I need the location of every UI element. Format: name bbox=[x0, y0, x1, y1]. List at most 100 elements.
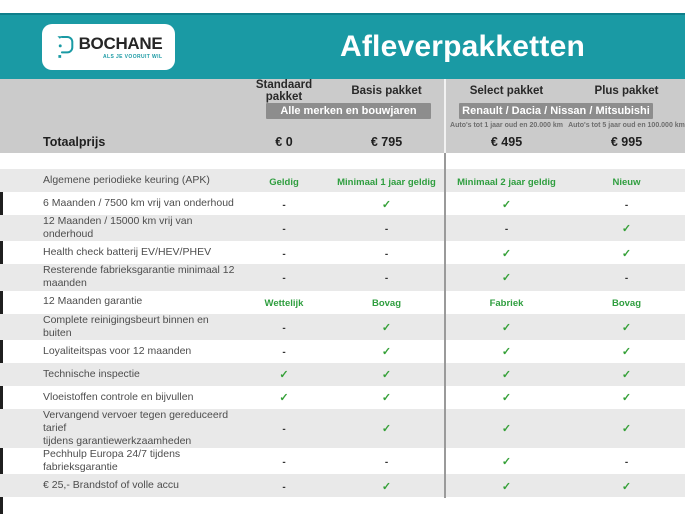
feature-label: Pechhulp Europa 24/7 tijdens fabrieksgar… bbox=[43, 448, 181, 474]
value-cell: ✓ bbox=[568, 388, 685, 406]
check-icon: ✓ bbox=[621, 346, 632, 359]
feature-rows: Algemene periodieke keuring (APK) Geldig M… bbox=[0, 169, 685, 498]
value-cell: ✓ bbox=[568, 244, 685, 262]
value-text: Bovag bbox=[611, 298, 642, 309]
table-row: Resterende fabrieksgarantie minimaal 12 … bbox=[0, 264, 685, 291]
value-cell: ✓ bbox=[445, 388, 568, 406]
feature-label: Technische inspectie bbox=[43, 367, 140, 380]
col-header-standaard-pakket: Standaard pakket bbox=[255, 79, 313, 103]
value-text: Bovag bbox=[371, 298, 402, 309]
value-cell: ✓ bbox=[568, 318, 685, 336]
value-cell: ✓ bbox=[568, 477, 685, 495]
value-cell: ✓ bbox=[328, 419, 445, 437]
value-cell: ✓ bbox=[568, 365, 685, 383]
table-row: Pechhulp Europa 24/7 tijdens fabrieksgar… bbox=[0, 448, 685, 475]
check-icon: ✓ bbox=[501, 392, 512, 405]
check-icon: ✓ bbox=[501, 423, 512, 436]
value-text: Geldig bbox=[269, 176, 299, 188]
dash-mark: - bbox=[384, 224, 389, 236]
value-cell: ✓ bbox=[328, 388, 445, 406]
top-margin-strip bbox=[0, 0, 685, 13]
check-icon: ✓ bbox=[621, 392, 632, 405]
col-header-plus-pakket: Plus pakket bbox=[594, 85, 659, 97]
feature-label: 12 Maanden garantie bbox=[43, 295, 143, 308]
value-cell: ✓ bbox=[445, 419, 568, 437]
feature-label: Resterende fabrieksgarantie minimaal 12 … bbox=[43, 264, 235, 290]
feature-label: Health check batterij EV/HEV/PHEV bbox=[43, 246, 212, 259]
subtitle-select: Auto's tot 1 jaar oud en 20.000 km bbox=[450, 121, 563, 129]
table-row: Vloeistoffen controle en bijvullen ✓ ✓ ✓ ✓ bbox=[0, 385, 685, 409]
group-divider-line-top bbox=[444, 79, 446, 153]
value-cell: ✓ bbox=[328, 342, 445, 360]
check-icon: ✓ bbox=[621, 321, 632, 334]
value-cell: ✓ bbox=[568, 342, 685, 360]
value-cell: - bbox=[240, 342, 328, 360]
dash-mark: - bbox=[384, 273, 389, 285]
check-icon: ✓ bbox=[621, 223, 632, 236]
dash-mark: - bbox=[384, 457, 389, 469]
dash-mark: - bbox=[384, 248, 389, 260]
check-icon: ✓ bbox=[501, 456, 512, 469]
check-icon: ✓ bbox=[279, 369, 289, 382]
table-row: Algemene periodieke keuring (APK) Geldig M… bbox=[0, 169, 685, 192]
value-text: Fabriek bbox=[489, 298, 524, 309]
value-cell: ✓ bbox=[568, 219, 685, 237]
value-cell: Minimaal 2 jaar geldig bbox=[445, 172, 568, 190]
table-row: € 25,- Brandstof of volle accu - ✓ ✓ ✓ bbox=[0, 474, 685, 498]
value-text: Minimaal 1 jaar geldig bbox=[337, 176, 436, 188]
check-icon: ✓ bbox=[381, 198, 392, 211]
value-cell: ✓ bbox=[328, 477, 445, 495]
check-icon: ✓ bbox=[381, 321, 392, 334]
logo-tagline: ALS JE VOORUIT WIL bbox=[102, 53, 163, 60]
check-icon: ✓ bbox=[381, 480, 392, 493]
feature-label: Loyaliteitspas voor 12 maanden bbox=[43, 344, 192, 357]
check-icon: ✓ bbox=[381, 369, 392, 382]
bochane-logo: BOCHANE ALS JE VOORUIT WIL bbox=[42, 24, 175, 70]
value-cell: - bbox=[328, 452, 445, 470]
value-cell: - bbox=[240, 268, 328, 286]
feature-label: 12 Maanden / 15000 km vrij van onderhoud bbox=[43, 215, 193, 241]
dash-mark: - bbox=[282, 224, 286, 236]
value-cell: ✓ bbox=[445, 365, 568, 383]
value-cell: ✓ bbox=[328, 365, 445, 383]
dash-mark: - bbox=[282, 424, 286, 436]
value-cell: - bbox=[568, 268, 685, 286]
check-icon: ✓ bbox=[501, 321, 512, 334]
dash-mark: - bbox=[282, 248, 286, 260]
check-icon: ✓ bbox=[381, 392, 392, 405]
value-cell: ✓ bbox=[328, 318, 445, 336]
value-cell: - bbox=[240, 419, 328, 437]
value-cell: ✓ bbox=[445, 342, 568, 360]
bochane-logo-icon bbox=[57, 36, 73, 58]
value-cell: ✓ bbox=[445, 318, 568, 336]
header-gap bbox=[0, 153, 685, 169]
table-row: 6 Maanden / 7500 km vrij van onderhoud - ✓… bbox=[0, 192, 685, 215]
feature-label: Complete reinigingsbeurt binnen en buite… bbox=[43, 313, 209, 339]
value-cell: ✓ bbox=[240, 365, 328, 383]
value-cell: ✓ bbox=[445, 195, 568, 213]
subtitle-plus: Auto's tot 5 jaar oud en 100.000 km bbox=[568, 121, 685, 129]
value-cell: - bbox=[240, 219, 328, 237]
dash-mark: - bbox=[282, 481, 286, 493]
value-cell: ✓ bbox=[445, 244, 568, 262]
feature-label: Vervangend vervoer tegen gereduceerd tar… bbox=[43, 408, 229, 447]
bottom-filler-row bbox=[0, 497, 685, 514]
brand-name: BOCHANE bbox=[78, 33, 163, 53]
price-plus: € 995 bbox=[610, 135, 643, 149]
page-title: Afleverpakketten bbox=[340, 30, 585, 63]
logo-text: BOCHANE ALS JE VOORUIT WIL bbox=[79, 35, 163, 60]
check-icon: ✓ bbox=[381, 346, 392, 359]
check-icon: ✓ bbox=[381, 423, 392, 436]
value-cell: - bbox=[568, 452, 685, 470]
value-text: Minimaal 2 jaar geldig bbox=[457, 176, 556, 188]
totaalprijs-label: Totaalprijs bbox=[43, 135, 106, 149]
group-divider-line bbox=[444, 153, 446, 498]
feature-label: € 25,- Brandstof of volle accu bbox=[43, 479, 179, 492]
value-text: Nieuw bbox=[612, 176, 641, 188]
value-cell: Geldig bbox=[240, 172, 328, 190]
value-cell: - bbox=[240, 244, 328, 262]
dash-mark: - bbox=[282, 347, 286, 359]
value-cell: Fabriek bbox=[445, 293, 568, 311]
table-row: Health check batterij EV/HEV/PHEV - - ✓ ✓ bbox=[0, 241, 685, 265]
